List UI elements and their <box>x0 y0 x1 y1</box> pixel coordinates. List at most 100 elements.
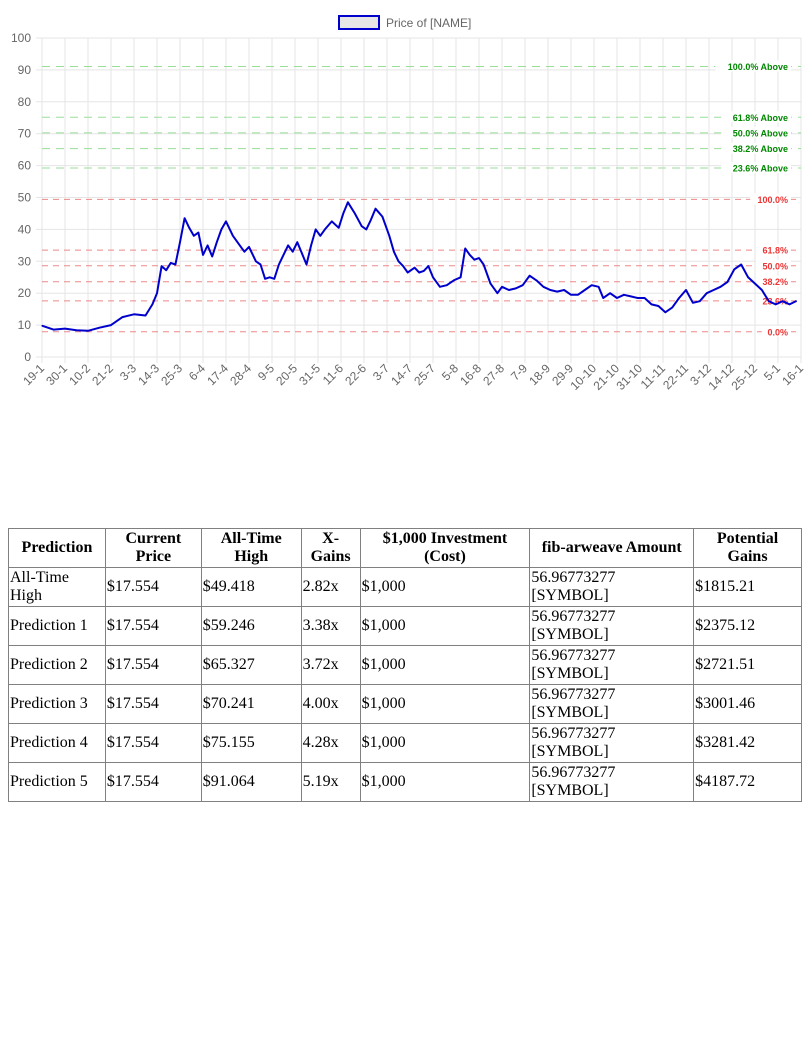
price-point <box>657 305 660 307</box>
price-point <box>248 246 250 248</box>
chart-legend[interactable]: Price of [NAME] <box>338 15 471 30</box>
price-point <box>161 265 163 267</box>
price-point <box>782 300 784 302</box>
price-chart: Price of [NAME] 100.0% Above 61.8% Above 5… <box>0 0 810 420</box>
fib-retracement-label: 38.2% <box>762 277 788 287</box>
x-tick-label: 31-10 <box>614 361 646 393</box>
cell-investment: $1,000 <box>359 723 531 763</box>
x-tick-label: 16-1 <box>779 361 806 388</box>
price-point <box>133 313 135 315</box>
price-point <box>354 212 356 214</box>
cell-amount: 56.96773277 [SYMBOL] <box>529 645 695 685</box>
legend-swatch <box>338 15 380 30</box>
cell-investment: $1,000 <box>359 762 531 802</box>
cell-x-gains: 3.72x <box>300 645 361 685</box>
price-point <box>197 232 199 234</box>
cell-investment: $1,000 <box>359 684 531 724</box>
price-point <box>184 217 186 219</box>
price-point <box>239 244 241 246</box>
cell-target-price: $70.241 <box>200 684 302 724</box>
price-point <box>563 289 565 291</box>
price-point <box>193 235 195 237</box>
price-point <box>650 303 653 305</box>
price-point <box>211 255 213 258</box>
table-row: Prediction 4 $17.554 $75.155 4.28x $1,000 56.… <box>8 723 802 763</box>
price-point <box>255 260 257 262</box>
price-point <box>678 297 680 299</box>
price-point <box>331 220 333 222</box>
cell-amount: 56.96773277 [SYMBOL] <box>529 606 695 646</box>
price-point <box>374 208 377 210</box>
header-potential-gains: Potential Gains <box>693 528 802 568</box>
y-axis: 0 10 20 30 40 50 60 70 80 90 100 <box>11 31 31 364</box>
price-point <box>761 289 763 291</box>
fib-retracement-label-bg <box>756 244 791 256</box>
cell-investment: $1,000 <box>359 645 531 685</box>
y-tick-label: 100 <box>11 31 31 45</box>
fib-retracement-label-bg <box>750 193 791 205</box>
x-tick-label: 20-5 <box>273 361 300 388</box>
price-point <box>165 269 167 271</box>
cell-potential-gains: $4187.72 <box>693 762 802 802</box>
price-point <box>338 227 340 229</box>
price-point <box>287 244 289 246</box>
price-point <box>207 244 209 246</box>
price-point <box>388 235 390 237</box>
price-point <box>110 324 112 326</box>
price-point <box>542 286 545 288</box>
price-point <box>144 314 147 317</box>
price-point <box>156 292 158 294</box>
x-tick-label: 17-4 <box>204 361 231 388</box>
price-point <box>483 263 485 266</box>
price-point <box>121 316 124 318</box>
x-tick-label: 25-3 <box>158 361 185 388</box>
price-point <box>365 228 367 230</box>
table-row: Prediction 2 $17.554 $65.327 3.72x $1,000 56.… <box>8 645 802 685</box>
price-point <box>577 294 579 296</box>
chart-series <box>41 201 798 332</box>
price-point <box>414 267 416 269</box>
cell-amount: 56.96773277 [SYMBOL] <box>529 723 695 763</box>
price-point <box>278 263 280 266</box>
price-point <box>269 276 271 278</box>
x-tick-label: 25-12 <box>729 361 761 393</box>
price-point <box>292 251 294 253</box>
price-point <box>692 302 694 304</box>
fib-retracement-label: 61.8% <box>762 246 788 256</box>
price-point <box>64 328 66 330</box>
cell-target-price: $91.064 <box>200 762 302 802</box>
price-point <box>685 289 687 291</box>
cell-current-price: $17.554 <box>104 645 202 685</box>
cell-prediction: Prediction 5 <box>8 762 106 802</box>
cell-x-gains: 5.19x <box>300 762 361 802</box>
fib-levels: 100.0% Above 61.8% Above 50.0% Above 38.2% … <box>42 60 801 337</box>
table-row: Prediction 3 $17.554 $70.241 4.00x $1,000 56.… <box>8 684 802 724</box>
price-point <box>508 289 510 291</box>
table-row: All-Time High $17.554 $49.418 2.82x $1,000 56… <box>8 567 802 607</box>
cell-amount: 56.96773277 [SYMBOL] <box>529 762 695 802</box>
fib-above-label: 38.2% Above <box>733 144 788 154</box>
y-tick-label: 0 <box>24 350 31 364</box>
fib-retracement-label: 100.0% <box>757 195 788 205</box>
price-point <box>489 283 492 285</box>
price-point <box>469 254 471 256</box>
price-point <box>747 276 749 278</box>
fib-above-label: 100.0% Above <box>728 62 788 72</box>
price-point <box>324 228 326 230</box>
price-point <box>220 228 222 230</box>
price-point <box>418 271 420 274</box>
price-point <box>616 297 618 299</box>
price-point <box>664 311 666 313</box>
price-point <box>52 329 55 331</box>
price-point <box>381 216 383 218</box>
cell-current-price: $17.554 <box>104 684 202 724</box>
cell-target-price: $75.155 <box>200 723 302 763</box>
y-tick-label: 50 <box>18 191 32 205</box>
price-point <box>570 294 572 296</box>
price-point <box>598 286 600 288</box>
price-point <box>584 289 586 291</box>
price-point <box>473 259 475 261</box>
price-point <box>319 235 321 237</box>
price-point <box>788 303 791 305</box>
x-tick-label: 19-1 <box>20 361 47 388</box>
